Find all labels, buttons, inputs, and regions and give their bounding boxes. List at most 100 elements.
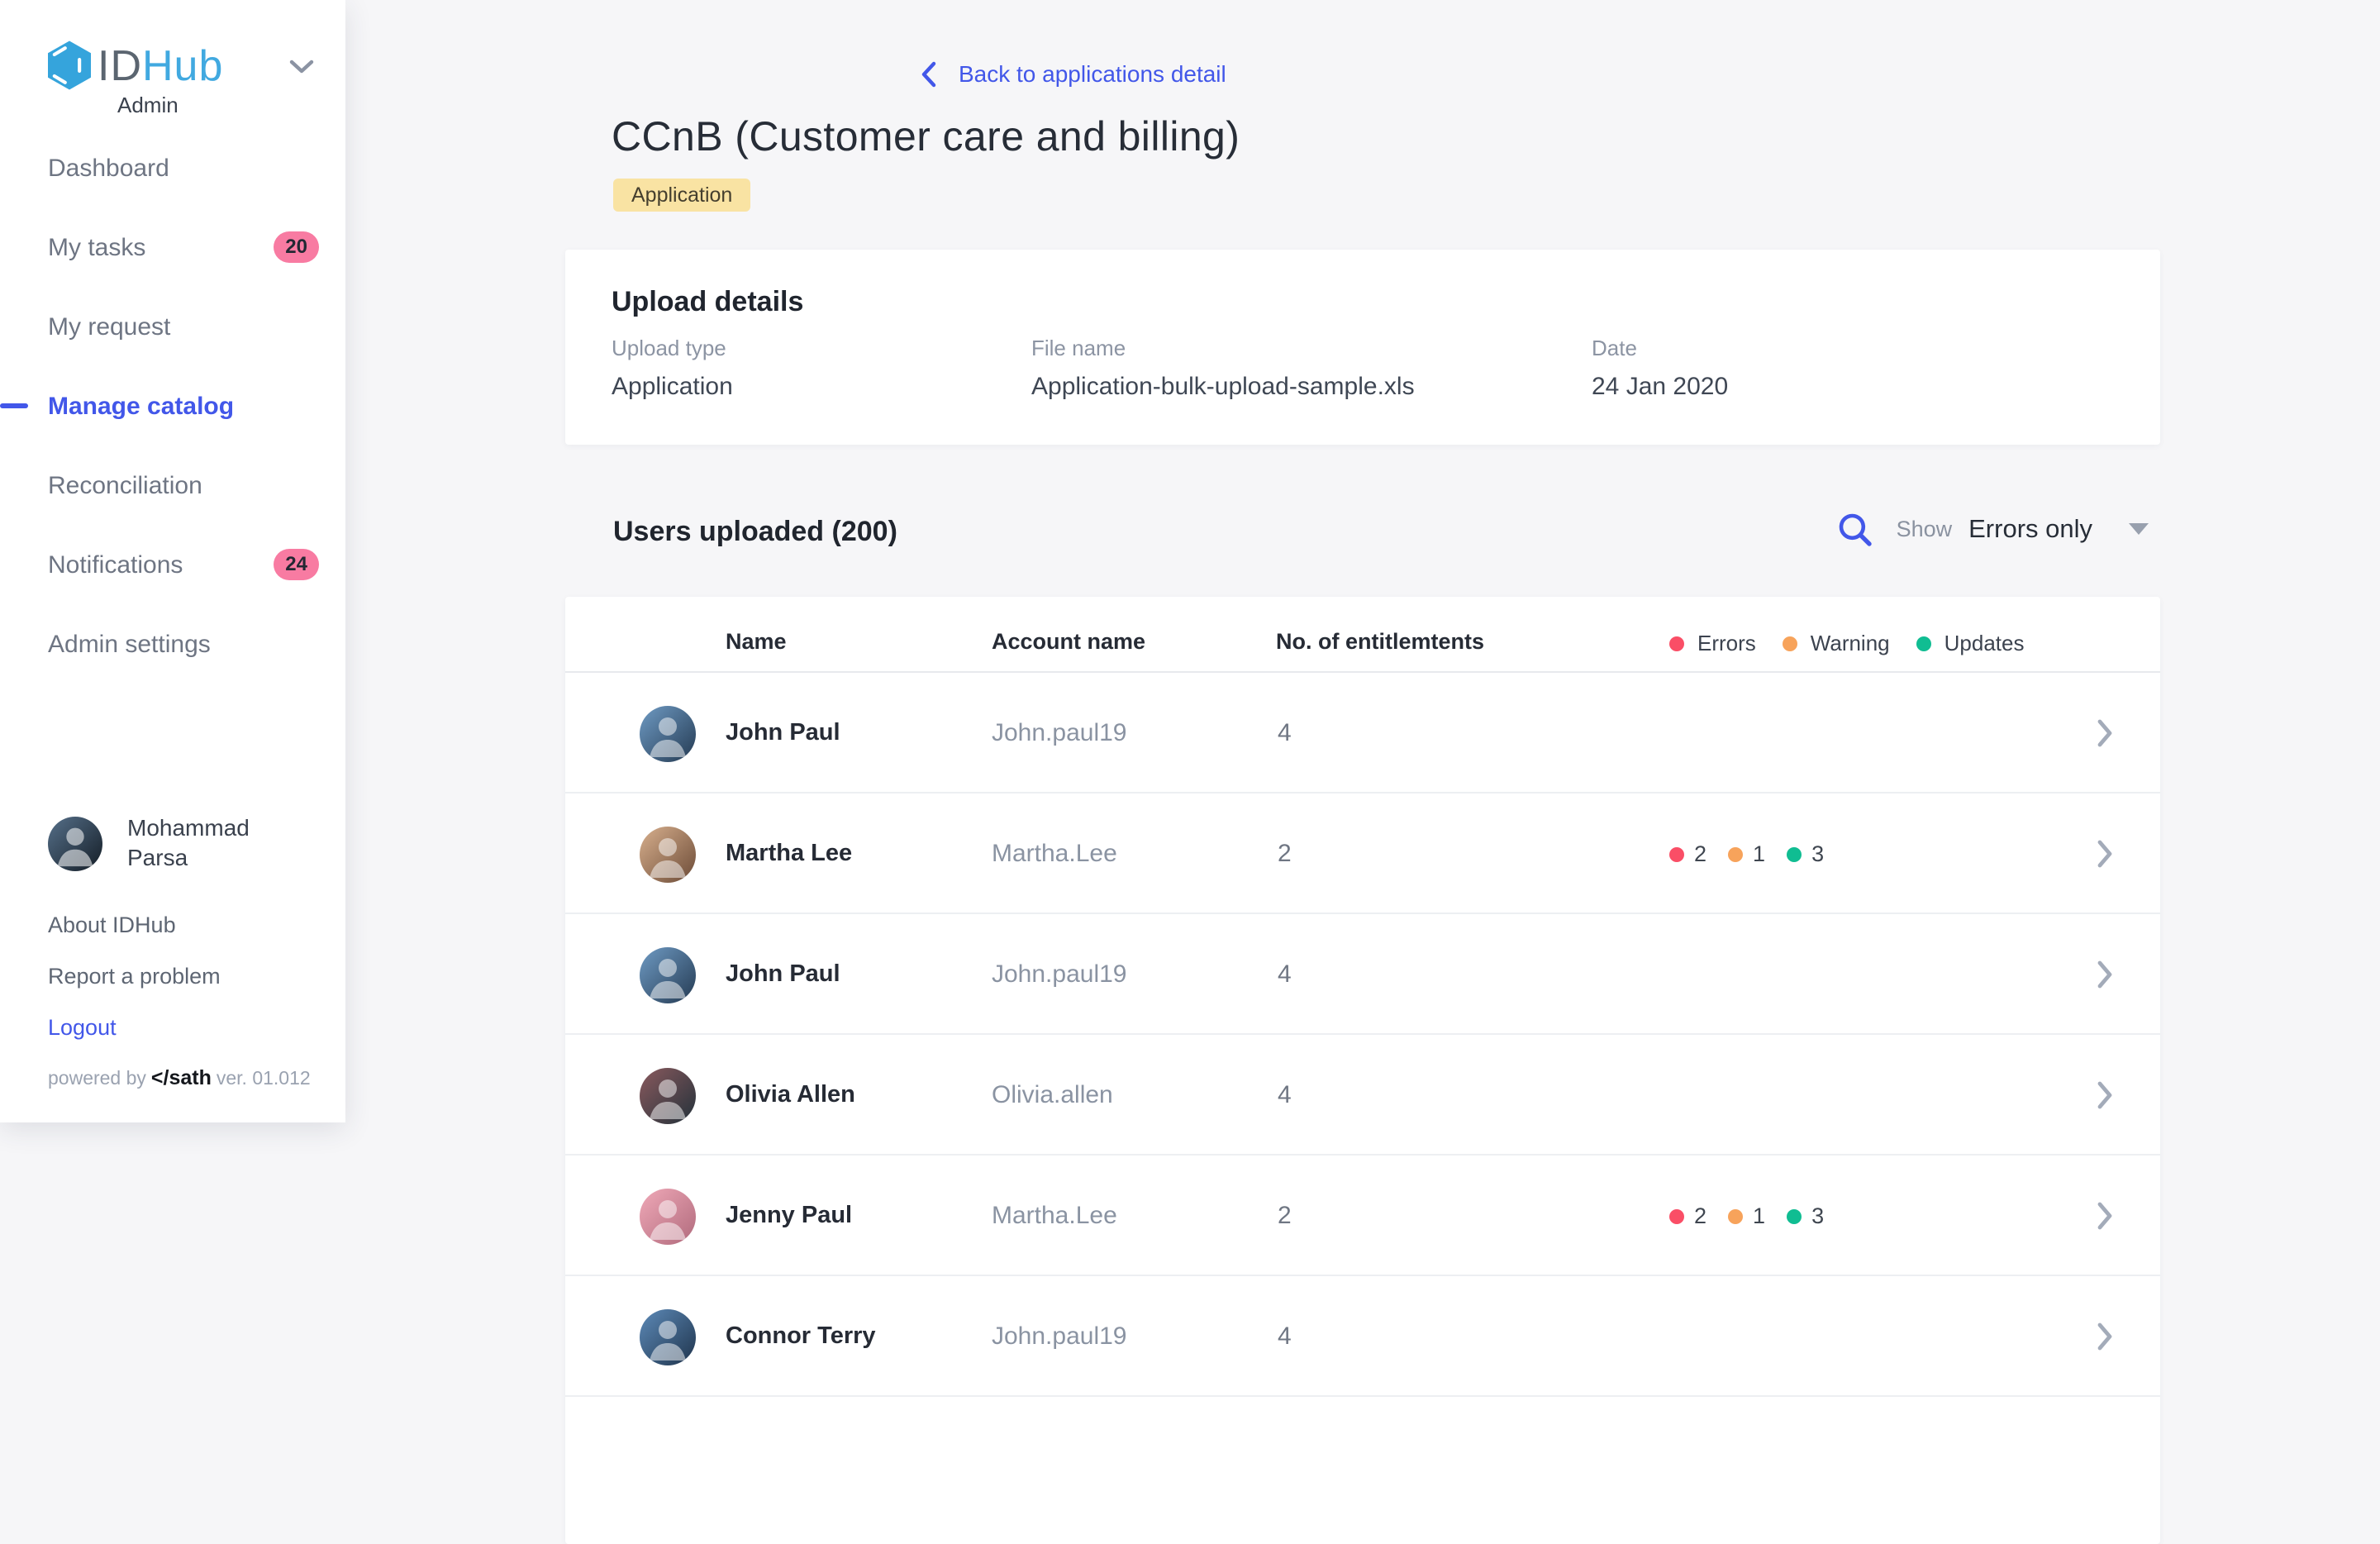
chevron-right-icon[interactable]	[2096, 1081, 2114, 1109]
show-filter-dropdown[interactable]: Show Errors only	[1897, 514, 2149, 544]
row-entitlements-count: 4	[1278, 719, 1292, 746]
table-header: Name Account name No. of entitlemtents E…	[565, 597, 2160, 673]
field-label: Upload type	[612, 336, 726, 360]
user-avatar	[640, 827, 696, 883]
column-name: Name	[726, 629, 787, 654]
chevron-down-icon[interactable]	[289, 60, 314, 74]
sidebar-link-about-idhub[interactable]: About IDHub	[48, 912, 176, 937]
user-avatar[interactable]	[48, 817, 102, 871]
row-account-name: John.paul19	[992, 719, 1127, 746]
errors-count: 2	[1669, 1203, 1706, 1229]
user-name: Mohammad Parsa	[127, 813, 250, 873]
legend-label: Warning	[1810, 631, 1890, 655]
chevron-right-icon[interactable]	[2096, 960, 2114, 989]
application-type-badge: Application	[613, 179, 751, 212]
field-label: File name	[1031, 336, 1126, 360]
show-filter-value: Errors only	[1968, 514, 2092, 543]
row-account-name: John.paul19	[992, 960, 1127, 988]
brand-id: ID	[98, 42, 142, 90]
status-legend: Errors Warning Updates	[1669, 631, 2024, 656]
chevron-left-icon	[921, 61, 936, 88]
person-icon	[57, 827, 93, 867]
users-section-header: Users uploaded (200) Show Errors only	[565, 489, 2160, 572]
field-label: Date	[1592, 336, 1637, 360]
sidebar-link-report-a-problem[interactable]: Report a problem	[48, 963, 221, 989]
legend-label: Updates	[1944, 631, 2025, 655]
update-dot-icon	[1787, 1208, 1802, 1224]
page-title: CCnB (Customer care and billing)	[612, 113, 1240, 160]
legend-dot-icon	[1916, 636, 1931, 651]
upload-detail-field: Upload type Application	[612, 336, 733, 401]
chevron-right-icon[interactable]	[2096, 1322, 2114, 1351]
search-icon[interactable]	[1838, 512, 1873, 547]
row-entitlements-count: 2	[1278, 840, 1292, 867]
person-icon	[650, 959, 686, 998]
table-row[interactable]: Olivia Allen Olivia.allen 4	[565, 1035, 2160, 1156]
upload-details-card: Upload details Upload type Application F…	[565, 250, 2160, 445]
brand-hub: Hub	[142, 42, 224, 90]
row-status-counts: 2 1 3	[1669, 841, 1824, 867]
warning-dot-icon	[1728, 1208, 1744, 1224]
table-body: John Paul John.paul19 4 Martha Lee Marth…	[565, 673, 2160, 1397]
brand-subtitle: Admin	[117, 93, 178, 117]
user-name-line1: Mohammad	[127, 815, 250, 841]
chevron-right-icon[interactable]	[2096, 840, 2114, 868]
sidebar-item-reconciliation[interactable]: Reconciliation	[0, 446, 345, 526]
row-name: Olivia Allen	[726, 1081, 855, 1108]
warning-count: 1	[1728, 1203, 1765, 1229]
back-link-label: Back to applications detail	[959, 61, 1226, 87]
legend-item: Errors	[1669, 631, 1756, 656]
table-row[interactable]: John Paul John.paul19 4	[565, 914, 2160, 1035]
sidebar: IDHub Admin Dashboard My tasks 20 My req…	[0, 0, 345, 1122]
table-row[interactable]: John Paul John.paul19 4	[565, 673, 2160, 793]
back-link[interactable]: Back to applications detail	[921, 61, 1226, 88]
error-dot-icon	[1669, 1208, 1684, 1224]
errors-count: 2	[1669, 841, 1706, 867]
row-status-counts: 2 1 3	[1669, 1203, 1824, 1229]
person-icon	[650, 717, 686, 757]
sidebar-item-label: Notifications	[48, 551, 183, 579]
chevron-right-icon[interactable]	[2096, 1202, 2114, 1230]
row-entitlements-count: 4	[1278, 1081, 1292, 1108]
legend-item: Warning	[1782, 631, 1890, 656]
warning-dot-icon	[1728, 846, 1744, 862]
sidebar-item-dashboard[interactable]: Dashboard	[0, 129, 345, 208]
sidebar-item-label: My tasks	[48, 234, 146, 261]
warning-count: 1	[1728, 841, 1765, 867]
users-uploaded-title: Users uploaded (200)	[613, 516, 897, 547]
count-badge: 20	[274, 231, 319, 263]
sidebar-item-my-tasks[interactable]: My tasks 20	[0, 208, 345, 288]
row-entitlements-count: 4	[1278, 1322, 1292, 1350]
user-avatar	[640, 1068, 696, 1124]
upload-details-title: Upload details	[612, 286, 804, 317]
sidebar-item-label: Dashboard	[48, 155, 169, 182]
user-avatar	[640, 1309, 696, 1365]
update-dot-icon	[1787, 846, 1802, 862]
person-icon	[650, 1321, 686, 1361]
person-icon	[650, 1200, 686, 1240]
caret-down-icon	[2129, 523, 2149, 535]
idhub-logo-icon	[48, 41, 91, 90]
table-row[interactable]: Jenny Paul Martha.Lee 2 2 1 3	[565, 1156, 2160, 1276]
error-dot-icon	[1669, 846, 1684, 862]
table-row[interactable]: Connor Terry John.paul19 4	[565, 1276, 2160, 1397]
column-account-name: Account name	[992, 629, 1146, 654]
sidebar-item-manage-catalog[interactable]: Manage catalog	[0, 367, 345, 446]
row-account-name: Martha.Lee	[992, 840, 1117, 867]
sidebar-link-logout[interactable]: Logout	[48, 1014, 117, 1040]
sidebar-item-my-request[interactable]: My request	[0, 288, 345, 367]
sidebar-item-admin-settings[interactable]: Admin settings	[0, 605, 345, 684]
sidebar-item-label: My request	[48, 313, 171, 341]
sidebar-item-notifications[interactable]: Notifications 24	[0, 526, 345, 605]
updates-count: 3	[1787, 1203, 1824, 1229]
user-avatar	[640, 1189, 696, 1245]
powered-by-prefix: powered by	[48, 1067, 146, 1089]
table-row[interactable]: Martha Lee Martha.Lee 2 2 1 3	[565, 793, 2160, 914]
chevron-right-icon[interactable]	[2096, 719, 2114, 747]
sidebar-item-label: Manage catalog	[48, 393, 235, 420]
row-name: Martha Lee	[726, 840, 853, 866]
legend-dot-icon	[1782, 636, 1797, 651]
row-account-name: John.paul19	[992, 1322, 1127, 1350]
sath-logo: </sath	[150, 1066, 212, 1089]
